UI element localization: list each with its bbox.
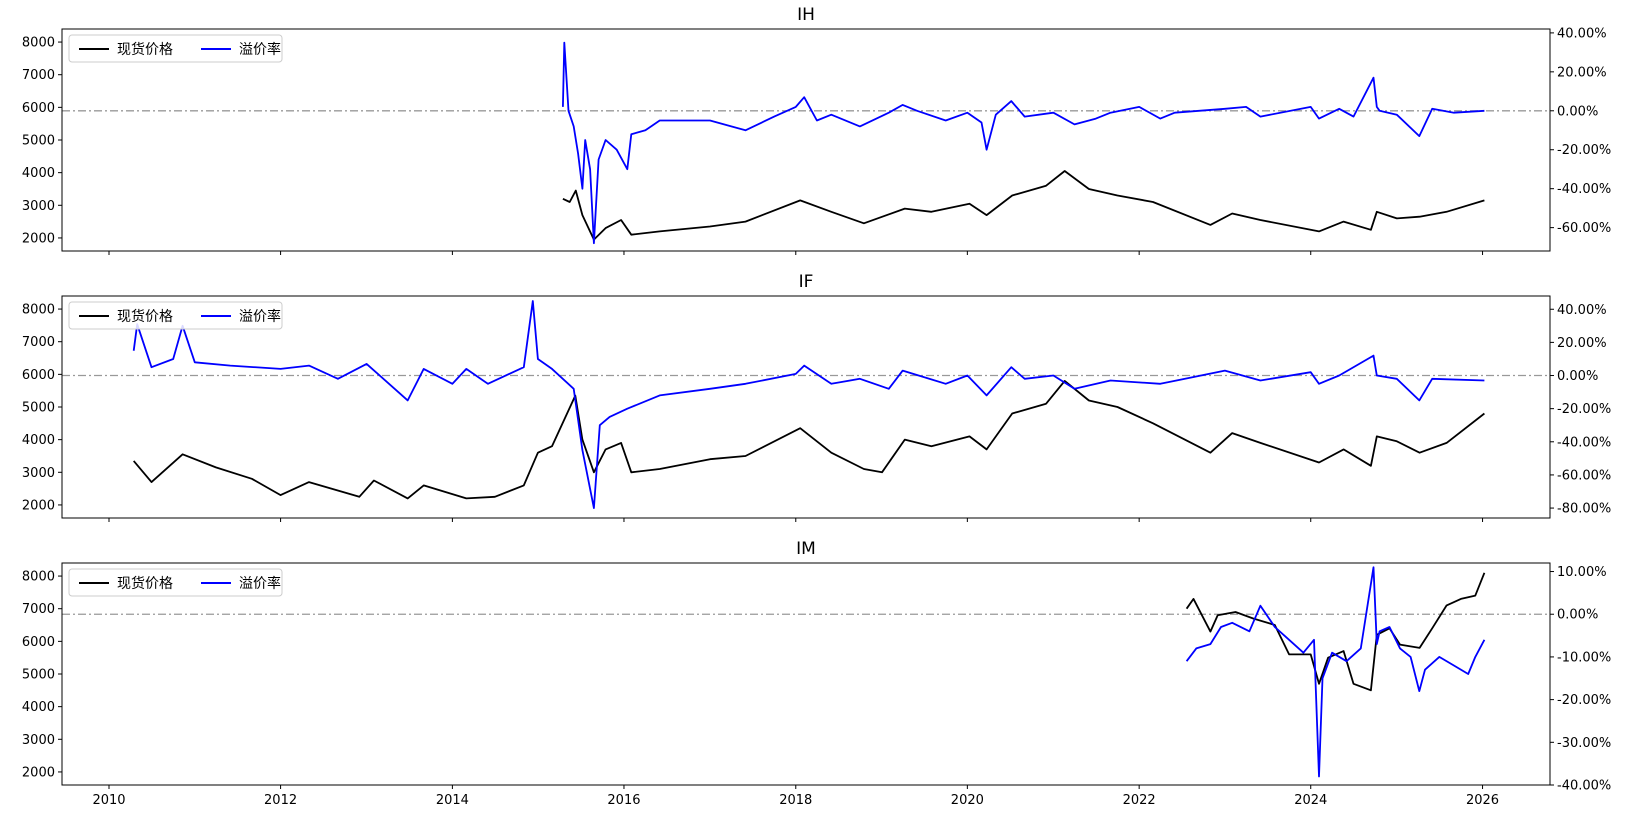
x-tick-label: 2018	[779, 793, 812, 808]
left-y-tick-label: 2000	[22, 765, 55, 780]
legend: 现货价格 溢价率	[68, 301, 283, 330]
left-y-tick-label: 6000	[22, 101, 55, 116]
x-tick-label: 2016	[607, 793, 640, 808]
series-line-premium-rate	[562, 41, 1485, 245]
right-y-tick-label: 40.00%	[1557, 26, 1607, 41]
right-y-tick-label: -60.00%	[1557, 221, 1611, 236]
chart-title: IM	[796, 539, 816, 559]
right-y-tick-label: -40.00%	[1557, 182, 1611, 197]
right-y-tick-label: -20.00%	[1557, 402, 1611, 417]
right-y-tick-label: -10.00%	[1557, 650, 1611, 665]
right-y-tick-label: 40.00%	[1557, 303, 1607, 318]
left-y-tick-label: 4000	[22, 700, 55, 715]
right-y-tick-label: -30.00%	[1557, 736, 1611, 751]
legend-label-premium-rate: 溢价率	[239, 575, 281, 592]
chart-title: IF	[799, 272, 814, 292]
chart-title: IH	[797, 5, 815, 25]
series-group	[1185, 566, 1486, 778]
x-tick-label: 2014	[436, 793, 469, 808]
legend-label-premium-rate: 溢价率	[239, 308, 281, 325]
left-y-tick-label: 8000	[22, 303, 55, 318]
x-tick-label: 2010	[92, 793, 125, 808]
left-y-tick-label: 3000	[22, 466, 55, 481]
left-y-tick-label: 5000	[22, 668, 55, 683]
x-tick-label: 2024	[1294, 793, 1327, 808]
x-tick-label: 2022	[1123, 793, 1156, 808]
series-line-spot-price	[1185, 572, 1486, 692]
right-y-tick-label: -40.00%	[1557, 779, 1611, 794]
left-y-tick-label: 6000	[22, 368, 55, 383]
series-line-spot-price	[562, 170, 1485, 241]
chart-panel-ih: IH 2000 3000 4000 5000 6000 7000 8000 -60.00% -40…	[22, 5, 1611, 255]
x-tick-label: 2020	[951, 793, 984, 808]
legend: 现货价格 溢价率	[68, 568, 283, 597]
left-y-tick-label: 3000	[22, 733, 55, 748]
left-y-tick-label: 3000	[22, 199, 55, 214]
x-tick-label: 2012	[264, 793, 297, 808]
series-group	[562, 41, 1485, 245]
left-y-tick-label: 7000	[22, 602, 55, 617]
right-y-tick-label: -20.00%	[1557, 143, 1611, 158]
left-y-tick-label: 2000	[22, 231, 55, 246]
chart-panel-if: IF 2000 3000 4000 5000 6000 7000 8000 -80.00% -60…	[22, 272, 1611, 522]
right-y-tick-label: 10.00%	[1557, 565, 1607, 580]
left-y-tick-label: 6000	[22, 635, 55, 650]
series-line-premium-rate	[132, 300, 1485, 510]
right-y-tick-label: -60.00%	[1557, 468, 1611, 483]
right-y-tick-label: 20.00%	[1557, 336, 1607, 351]
x-tick-label: 2026	[1466, 793, 1499, 808]
right-y-tick-label: 0.00%	[1557, 104, 1598, 119]
left-y-tick-label: 5000	[22, 134, 55, 149]
right-y-tick-label: -40.00%	[1557, 435, 1611, 450]
left-y-tick-label: 8000	[22, 36, 55, 51]
legend-label-spot-price: 现货价格	[117, 41, 173, 58]
series-group	[132, 300, 1485, 510]
right-y-tick-label: 0.00%	[1557, 369, 1598, 384]
left-y-tick-label: 7000	[22, 335, 55, 350]
right-y-tick-label: -80.00%	[1557, 502, 1611, 517]
right-y-tick-label: -20.00%	[1557, 693, 1611, 708]
right-y-tick-label: 20.00%	[1557, 65, 1607, 80]
legend: 现货价格 溢价率	[68, 34, 283, 63]
left-y-tick-label: 5000	[22, 401, 55, 416]
series-line-spot-price	[133, 379, 1485, 500]
series-line-premium-rate	[1185, 566, 1486, 778]
right-y-tick-label: 0.00%	[1557, 608, 1598, 623]
legend-label-spot-price: 现货价格	[117, 308, 173, 325]
left-y-tick-label: 8000	[22, 570, 55, 585]
legend-box	[68, 34, 283, 63]
legend-label-spot-price: 现货价格	[117, 575, 173, 592]
left-y-tick-label: 7000	[22, 68, 55, 83]
left-y-tick-label: 4000	[22, 166, 55, 181]
legend-box	[68, 301, 283, 330]
left-y-tick-label: 4000	[22, 433, 55, 448]
chart-panel-im: IM 2000 3000 4000 5000 6000 7000 8000 -40.00% -30…	[22, 539, 1611, 808]
legend-box	[68, 568, 283, 597]
legend-label-premium-rate: 溢价率	[239, 41, 281, 58]
left-y-tick-label: 2000	[22, 498, 55, 513]
